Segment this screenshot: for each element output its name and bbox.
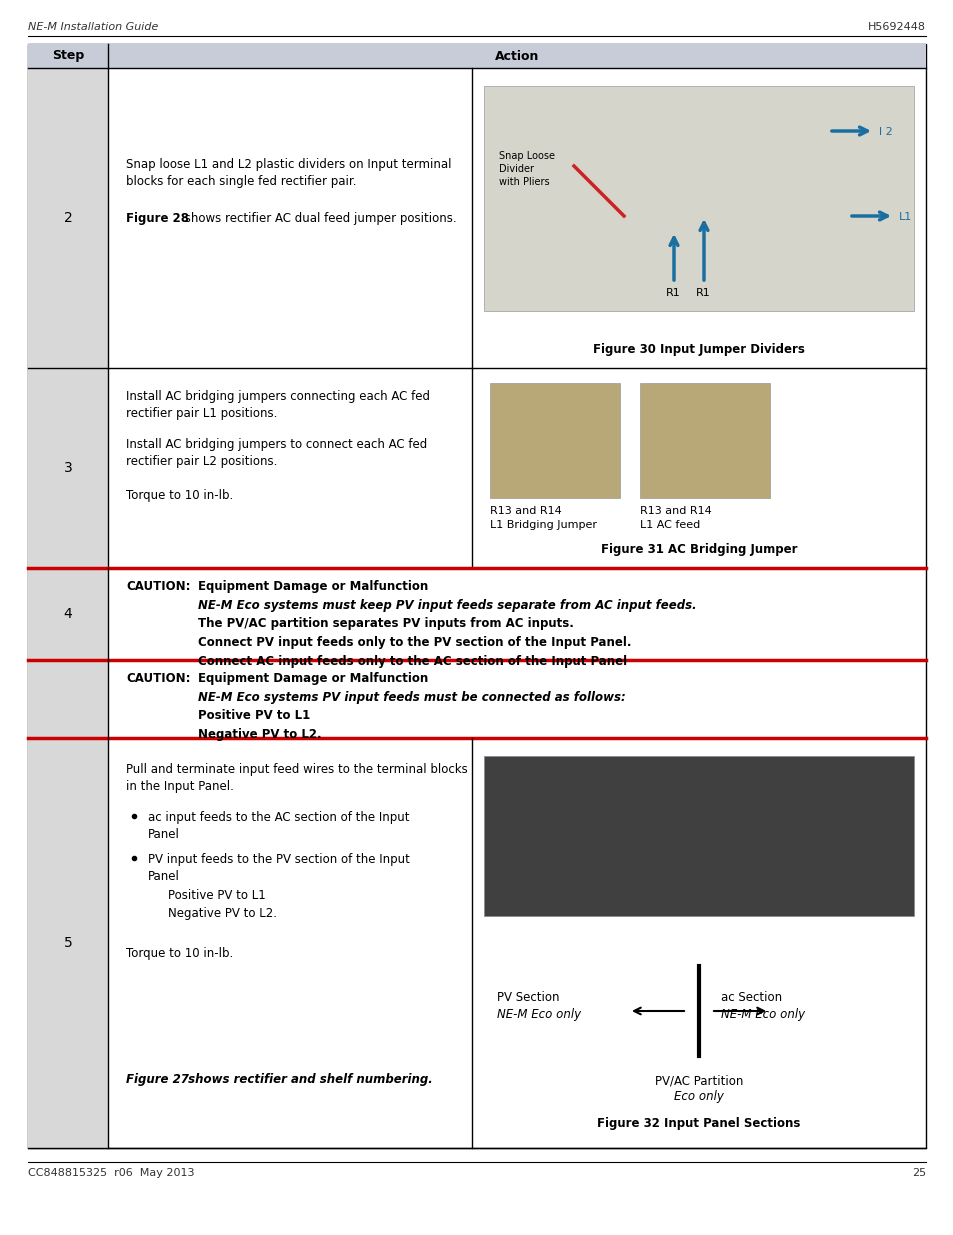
Text: PV Section: PV Section: [497, 990, 558, 1004]
Text: R13 and R14: R13 and R14: [490, 506, 561, 516]
Text: ac input feeds to the AC section of the Input: ac input feeds to the AC section of the …: [148, 810, 409, 824]
Text: rectifier pair L2 positions.: rectifier pair L2 positions.: [126, 454, 277, 468]
Text: Torque to 10 in-lb.: Torque to 10 in-lb.: [126, 489, 233, 501]
Text: PV/AC Partition: PV/AC Partition: [654, 1074, 742, 1087]
Text: ac Section: ac Section: [720, 990, 781, 1004]
Text: CAUTION:: CAUTION:: [126, 580, 191, 593]
Text: NE-M Installation Guide: NE-M Installation Guide: [28, 22, 158, 32]
Text: Install AC bridging jumpers to connect each AC fed: Install AC bridging jumpers to connect e…: [126, 437, 427, 451]
Text: L1 Bridging Jumper: L1 Bridging Jumper: [490, 520, 597, 530]
Text: Panel: Panel: [148, 827, 180, 841]
Text: Figure 30 Input Jumper Dividers: Figure 30 Input Jumper Dividers: [593, 343, 804, 356]
Text: Step: Step: [51, 49, 84, 63]
Bar: [28, 68, 108, 368]
Bar: [28, 368, 108, 568]
Text: Snap loose L1 and L2 plastic dividers on Input terminal: Snap loose L1 and L2 plastic dividers on…: [126, 158, 451, 170]
Bar: [28, 44, 925, 1149]
Bar: [483, 756, 913, 916]
Text: rectifier pair L1 positions.: rectifier pair L1 positions.: [126, 408, 277, 420]
Bar: [28, 44, 925, 68]
Text: NE-M Eco systems must keep PV input feeds separate from AC input feeds.: NE-M Eco systems must keep PV input feed…: [198, 599, 696, 611]
Text: Equipment Damage or Malfunction: Equipment Damage or Malfunction: [198, 672, 428, 685]
Text: with Pliers: with Pliers: [498, 177, 549, 186]
Text: Negative PV to L2.: Negative PV to L2.: [168, 908, 276, 920]
Text: NE-M Eco only: NE-M Eco only: [720, 1008, 804, 1021]
Text: L1 AC feed: L1 AC feed: [639, 520, 700, 530]
Text: shows rectifier AC dual feed jumper positions.: shows rectifier AC dual feed jumper posi…: [181, 212, 456, 226]
Text: Action: Action: [495, 49, 538, 63]
Text: Eco only: Eco only: [674, 1091, 723, 1103]
Text: Install AC bridging jumpers connecting each AC fed: Install AC bridging jumpers connecting e…: [126, 390, 430, 403]
Text: Snap Loose: Snap Loose: [498, 151, 555, 161]
Text: in the Input Panel.: in the Input Panel.: [126, 781, 233, 793]
Bar: [28, 739, 108, 1149]
Text: Figure 32 Input Panel Sections: Figure 32 Input Panel Sections: [597, 1116, 800, 1130]
Text: Divider: Divider: [498, 164, 534, 174]
Bar: [28, 659, 108, 739]
Text: 5: 5: [64, 936, 72, 950]
Text: Connect PV input feeds only to the PV section of the Input Panel.: Connect PV input feeds only to the PV se…: [198, 636, 631, 650]
Bar: [28, 568, 108, 659]
Text: l 2: l 2: [878, 127, 892, 137]
Text: 25: 25: [911, 1168, 925, 1178]
Text: Torque to 10 in-lb.: Torque to 10 in-lb.: [126, 946, 233, 960]
Text: Positive PV to L1: Positive PV to L1: [168, 889, 266, 902]
Bar: [490, 383, 619, 498]
Text: Equipment Damage or Malfunction: Equipment Damage or Malfunction: [198, 580, 428, 593]
Text: Pull and terminate input feed wires to the terminal blocks: Pull and terminate input feed wires to t…: [126, 763, 467, 776]
Text: Panel: Panel: [148, 871, 180, 883]
Text: R1: R1: [696, 288, 710, 298]
Text: H5692448: H5692448: [867, 22, 925, 32]
Bar: [483, 86, 913, 311]
Text: Figure 31 AC Bridging Jumper: Figure 31 AC Bridging Jumper: [600, 543, 797, 556]
Text: 3: 3: [64, 461, 72, 475]
Text: L1: L1: [898, 212, 911, 222]
Text: Figure 28: Figure 28: [126, 212, 189, 226]
Text: Positive PV to L1: Positive PV to L1: [198, 709, 310, 722]
Text: R13 and R14: R13 and R14: [639, 506, 711, 516]
Text: R1: R1: [665, 288, 680, 298]
Text: 2: 2: [64, 211, 72, 225]
Text: shows rectifier and shelf numbering.: shows rectifier and shelf numbering.: [184, 1073, 433, 1086]
Text: NE-M Eco only: NE-M Eco only: [497, 1008, 580, 1021]
Text: CAUTION:: CAUTION:: [126, 672, 191, 685]
Text: Connect AC input feeds only to the AC section of the Input Panel: Connect AC input feeds only to the AC se…: [198, 655, 626, 668]
Text: blocks for each single fed rectifier pair.: blocks for each single fed rectifier pai…: [126, 175, 356, 188]
Text: 4: 4: [64, 606, 72, 621]
Text: Negative PV to L2.: Negative PV to L2.: [198, 729, 321, 741]
Text: PV input feeds to the PV section of the Input: PV input feeds to the PV section of the …: [148, 853, 410, 866]
Text: CC848815325  r06  May 2013: CC848815325 r06 May 2013: [28, 1168, 194, 1178]
Text: Figure 27: Figure 27: [126, 1073, 189, 1086]
Bar: [639, 383, 769, 498]
Text: The PV/AC partition separates PV inputs from AC inputs.: The PV/AC partition separates PV inputs …: [198, 618, 574, 630]
Text: NE-M Eco systems PV input feeds must be connected as follows:: NE-M Eco systems PV input feeds must be …: [198, 690, 625, 704]
